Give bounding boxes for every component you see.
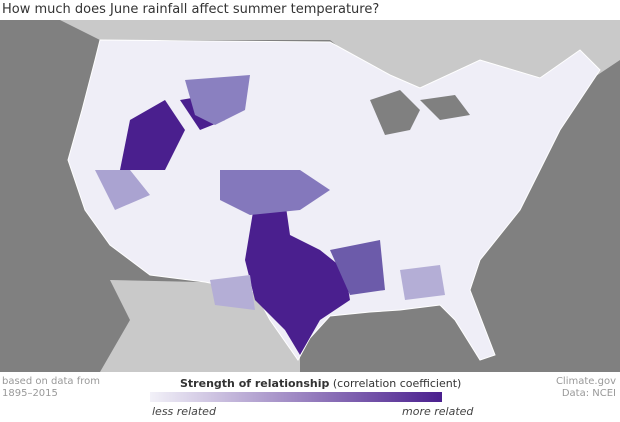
region-light — [400, 265, 445, 300]
legend-title-rest: (correlation coefficient) — [332, 377, 462, 390]
title: How much does June rainfall affect summe… — [2, 2, 380, 17]
note-line: based on data from — [2, 376, 100, 387]
canada — [60, 20, 620, 110]
legend-high: more related — [402, 405, 474, 418]
credit-line: Climate.gov — [555, 376, 616, 387]
region-light — [95, 170, 150, 210]
map — [0, 20, 620, 372]
region-mid — [330, 240, 385, 295]
credit: Climate.gov Data: NCEI — [556, 376, 616, 400]
legend-title-bold: Strength of relationship — [180, 377, 330, 390]
legend-low: less related — [152, 405, 216, 418]
legend-title: Strength of relationship (correlation co… — [180, 377, 461, 390]
region-mid — [185, 75, 250, 125]
legend-gradient — [150, 392, 442, 402]
region-light — [210, 275, 255, 310]
great-lakes — [370, 90, 470, 135]
region-dark — [245, 200, 350, 355]
region-mid — [220, 170, 330, 215]
credit-line: Data: NCEI — [561, 388, 616, 399]
note: based on data from 1895–2015 — [2, 376, 100, 400]
region-dark — [120, 100, 185, 170]
note-line: 1895–2015 — [2, 388, 58, 399]
